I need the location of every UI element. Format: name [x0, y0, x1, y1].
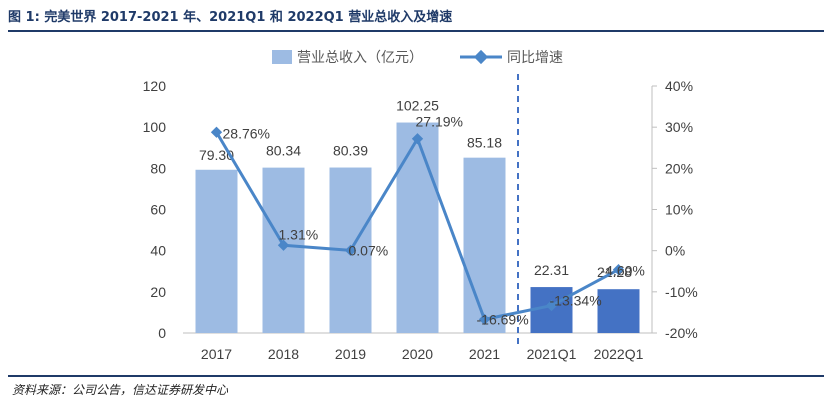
revenue-bar — [195, 169, 238, 333]
revenue-bar — [597, 289, 640, 333]
revenue-bar-label: 80.34 — [266, 143, 301, 159]
revenue-bar-label: 102.25 — [396, 98, 439, 114]
left-tick-label: 100 — [143, 119, 167, 135]
figure-title: 图 1: 完美世界 2017-2021 年、2021Q1 和 2022Q1 营业… — [8, 6, 452, 25]
growth-label: -13.34% — [550, 293, 602, 309]
growth-point — [478, 313, 491, 326]
growth-line-labels: 28.76% 1.31% 0.07% 27.19% -16.69% -13.34% -4.6… — [223, 114, 645, 328]
growth-point — [210, 126, 223, 138]
x-tick-label: 2017 — [201, 346, 232, 362]
growth-point — [545, 299, 558, 312]
left-tick-label: 60 — [150, 202, 166, 218]
growth-point — [344, 244, 357, 257]
x-tick-label: 2019 — [335, 346, 366, 362]
right-tick-label: 20% — [665, 160, 693, 176]
source-note: 资料来源：公司公告，信达证券研发中心 — [12, 383, 229, 397]
revenue-bars — [195, 122, 640, 333]
figure-title-text: 完美世界 2017-2021 年、2021Q1 和 2022Q1 营业总收入及增… — [44, 10, 453, 25]
revenue-bar — [463, 157, 506, 333]
left-tick-label: 40 — [150, 243, 166, 259]
right-tick-label: -10% — [665, 284, 698, 300]
right-tick-label: 0% — [665, 243, 685, 259]
growth-label: 1.31% — [279, 226, 319, 242]
right-tick-label: 10% — [665, 202, 693, 218]
title-rule — [8, 30, 824, 32]
left-tick-label: 80 — [150, 160, 166, 176]
x-tick-label: 2022Q1 — [594, 346, 644, 362]
growth-label: -4.60% — [601, 263, 645, 279]
revenue-bar-label: 22.31 — [534, 262, 569, 278]
x-tick-label: 2020 — [402, 346, 433, 362]
x-tick-label: 2021 — [469, 346, 500, 362]
right-tick-label: -20% — [665, 325, 698, 341]
revenue-bar-label: 80.39 — [333, 143, 368, 159]
left-tick-label: 120 — [143, 78, 167, 94]
legend-bar-swatch — [272, 50, 292, 64]
x-tick-label: 2018 — [268, 346, 299, 362]
source-rule — [8, 375, 824, 377]
legend-line-marker — [473, 49, 489, 65]
revenue-bar-label: 85.18 — [467, 135, 502, 151]
growth-label: 27.19% — [416, 114, 463, 130]
growth-label: -16.69% — [477, 311, 529, 327]
left-axis-ticks: 0 20 40 60 80 100 120 — [143, 78, 167, 341]
revenue-growth-chart: 0 20 40 60 80 100 120 -20% -10% 0% 10% 20% 30% 40% 7… — [143, 49, 698, 362]
legend-line-label: 同比增速 — [507, 49, 563, 65]
growth-line-series — [210, 126, 625, 326]
right-tick-label: 40% — [665, 78, 693, 94]
growth-label: 0.07% — [349, 242, 389, 258]
left-tick-label: 20 — [150, 284, 166, 300]
right-axis-ticks: -20% -10% 0% 10% 20% 30% 40% — [652, 78, 698, 341]
legend-bar-label: 营业总收入（亿元） — [297, 49, 423, 65]
x-axis-labels: 2017 2018 2019 2020 2021 2021Q1 2022Q1 — [201, 346, 644, 362]
x-tick-label: 2021Q1 — [527, 346, 577, 362]
revenue-bar-label: 79.30 — [199, 147, 234, 163]
figure-label: 图 1: — [8, 10, 40, 25]
growth-point — [411, 133, 424, 145]
growth-point — [277, 239, 290, 251]
revenue-bar — [396, 122, 439, 333]
left-tick-label: 0 — [158, 325, 166, 341]
growth-label: 28.76% — [223, 125, 270, 141]
growth-point — [612, 263, 625, 276]
right-tick-label: 30% — [665, 119, 693, 135]
legend: 营业总收入（亿元） 同比增速 — [272, 49, 563, 65]
